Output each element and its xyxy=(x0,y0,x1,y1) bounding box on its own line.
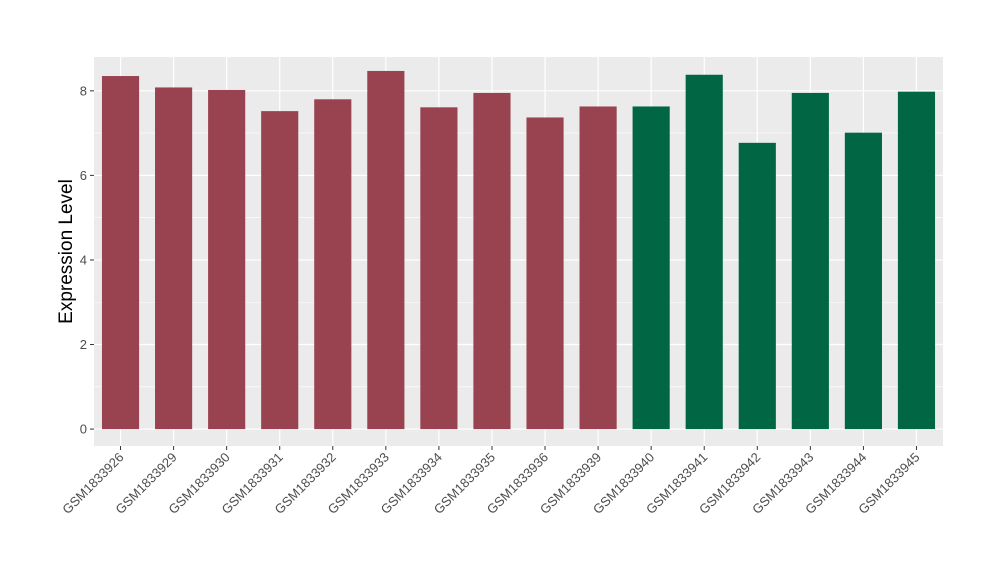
bar-gsm1833935 xyxy=(473,92,511,430)
bar-gsm1833940 xyxy=(632,106,670,430)
bar-gsm1833931 xyxy=(261,111,299,430)
bar-gsm1833930 xyxy=(208,89,246,430)
y-tick-label: 2 xyxy=(80,337,87,352)
bar-gsm1833945 xyxy=(897,91,936,430)
bar-gsm1833943 xyxy=(791,92,829,430)
bar-gsm1833929 xyxy=(155,87,193,430)
bar-gsm1833936 xyxy=(526,117,564,430)
bar-gsm1833932 xyxy=(314,99,352,430)
bar-gsm1833926 xyxy=(101,76,140,430)
y-tick-label: 6 xyxy=(80,168,87,183)
bar-gsm1833942 xyxy=(738,142,776,430)
y-axis-label: Expression Level xyxy=(56,179,77,324)
bar-gsm1833939 xyxy=(579,106,617,430)
bar-gsm1833944 xyxy=(844,132,882,430)
x-axis: GSM1833926GSM1833929GSM1833930GSM1833931… xyxy=(59,446,923,517)
bar-gsm1833934 xyxy=(420,107,458,430)
y-tick-label: 4 xyxy=(80,252,87,267)
bars xyxy=(101,70,936,430)
y-tick-label: 0 xyxy=(80,422,87,437)
bar-gsm1833941 xyxy=(685,74,723,430)
y-tick-label: 8 xyxy=(80,83,87,98)
y-axis: 0 2 4 6 8 xyxy=(80,83,94,437)
bar-gsm1833933 xyxy=(367,70,405,430)
